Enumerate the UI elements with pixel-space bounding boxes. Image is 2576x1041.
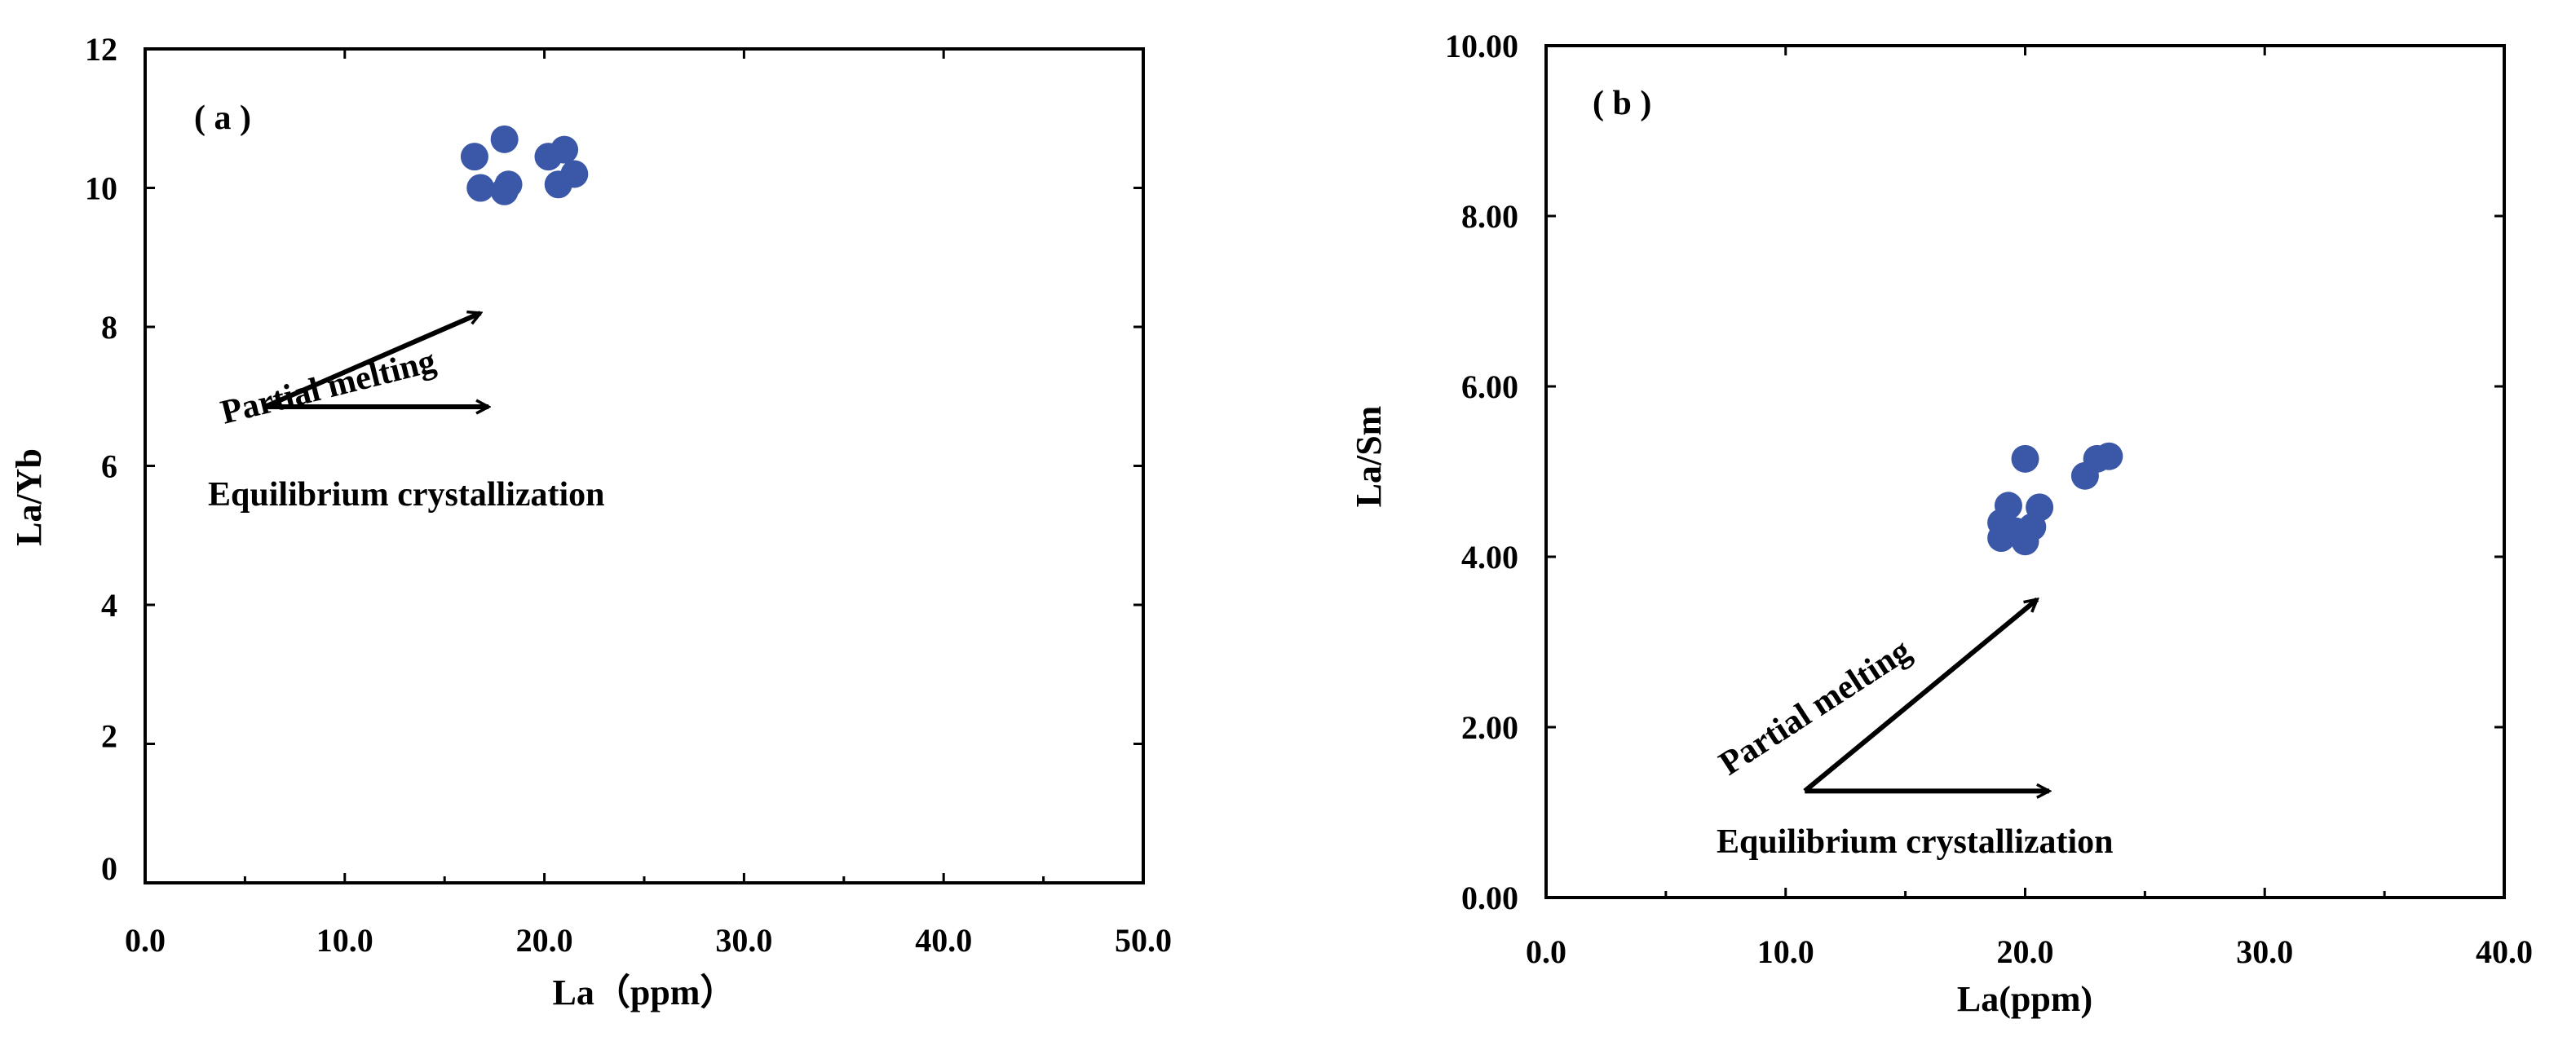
y-tick-label: 10 [85,170,117,207]
panel-b-partial-melting-arrow [1803,599,2037,793]
panel-b-y-axis-title: La/Sm [1349,406,1389,508]
data-point [2026,493,2054,522]
panel-a-annotations: Partial melting Equilibrium crystallizat… [208,313,605,514]
y-tick-label: 10.00 [1445,28,1518,64]
data-point [490,125,519,153]
y-tick-label: 2.00 [1461,709,1518,746]
panel-a-y-tick-labels: 0 2 4 6 8 10 12 [85,31,117,887]
panel-b-label: ( b ) [1593,85,1651,122]
panel-a-x-axis-title: La（ppm） [553,973,736,1012]
panel-a-label: ( a ) [194,99,251,137]
x-tick-label: 50.0 [1115,922,1172,959]
panel-a-partial-melting-label: Partial melting [217,342,440,432]
x-tick-label: 40.0 [915,922,972,959]
x-tick-label: 30.0 [715,922,772,959]
y-tick-label: 4.00 [1461,539,1518,576]
panel-b-partial-melting-label: Partial melting [1712,632,1917,783]
data-point [2011,444,2039,473]
y-tick-label: 0 [101,850,117,887]
panel-a-y-axis-title: La/Yb [9,448,49,546]
data-point [460,143,488,171]
panel-b-data-points [1987,442,2123,556]
y-tick-label: 4 [101,587,117,624]
panel-b-annotations: Partial melting Equilibrium crystallizat… [1712,599,2114,861]
y-tick-label: 8.00 [1461,198,1518,235]
panel-b-y-tick-labels: 0.00 2.00 4.00 6.00 8.00 10.00 [1445,28,1518,916]
panel-a-partial-melting-arrow [263,313,480,409]
panel-a-plot-frame [144,47,1145,884]
x-tick-label: 0.0 [1526,933,1566,970]
y-tick-label: 8 [101,309,117,346]
y-tick-label: 0.00 [1461,880,1518,916]
x-tick-label: 10.0 [316,922,373,959]
data-point [466,174,495,202]
panel-b-x-axis-title: La(ppm) [1957,979,2092,1019]
data-point [2095,442,2123,470]
x-tick-label: 40.0 [2476,933,2533,970]
panel-b-y-ticks [1546,44,2504,899]
panel-b-x-tick-labels: 0.0 10.0 20.0 30.0 40.0 [1526,933,2533,970]
panel-a-data-points [460,125,589,205]
y-tick-label: 6 [101,448,117,485]
data-point [490,177,519,205]
panel-a-equilibrium-crystallization-label: Equilibrium crystallization [208,476,605,514]
x-tick-label: 20.0 [1997,933,2054,970]
x-tick-label: 0.0 [125,922,166,959]
panel-b-x-ticks [1544,46,2506,898]
panel-a-x-tick-labels: 0.0 10.0 20.0 30.0 40.0 50.0 [125,922,1172,959]
y-tick-label: 6.00 [1461,368,1518,405]
panel-a-x-ticks [144,49,1145,883]
y-tick-label: 2 [101,718,117,755]
panel-b-chart: 0.0 10.0 20.0 30.0 40.0 0.00 2.00 4.00 6.00 8.00… [1349,28,2533,1019]
x-tick-label: 10.0 [1757,933,1814,970]
data-point [544,170,572,199]
x-tick-label: 30.0 [2236,933,2293,970]
panel-b-equilibrium-crystallization-label: Equilibrium crystallization [1717,823,2114,861]
y-tick-label: 12 [85,31,117,68]
panel-a-y-ticks [145,47,1143,884]
data-point [550,135,579,164]
x-tick-label: 20.0 [516,922,573,959]
